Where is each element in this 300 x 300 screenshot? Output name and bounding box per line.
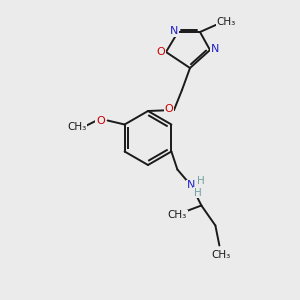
Text: CH₃: CH₃: [212, 250, 231, 260]
Text: N: N: [170, 26, 178, 36]
Text: O: O: [157, 47, 165, 57]
Text: N: N: [187, 181, 196, 190]
Text: CH₃: CH₃: [67, 122, 86, 133]
Text: H: H: [194, 188, 201, 197]
Text: CH₃: CH₃: [168, 211, 187, 220]
Text: O: O: [165, 104, 173, 114]
Text: H: H: [196, 176, 204, 185]
Text: O: O: [96, 116, 105, 125]
Text: CH₃: CH₃: [216, 17, 236, 27]
Text: N: N: [211, 44, 219, 54]
